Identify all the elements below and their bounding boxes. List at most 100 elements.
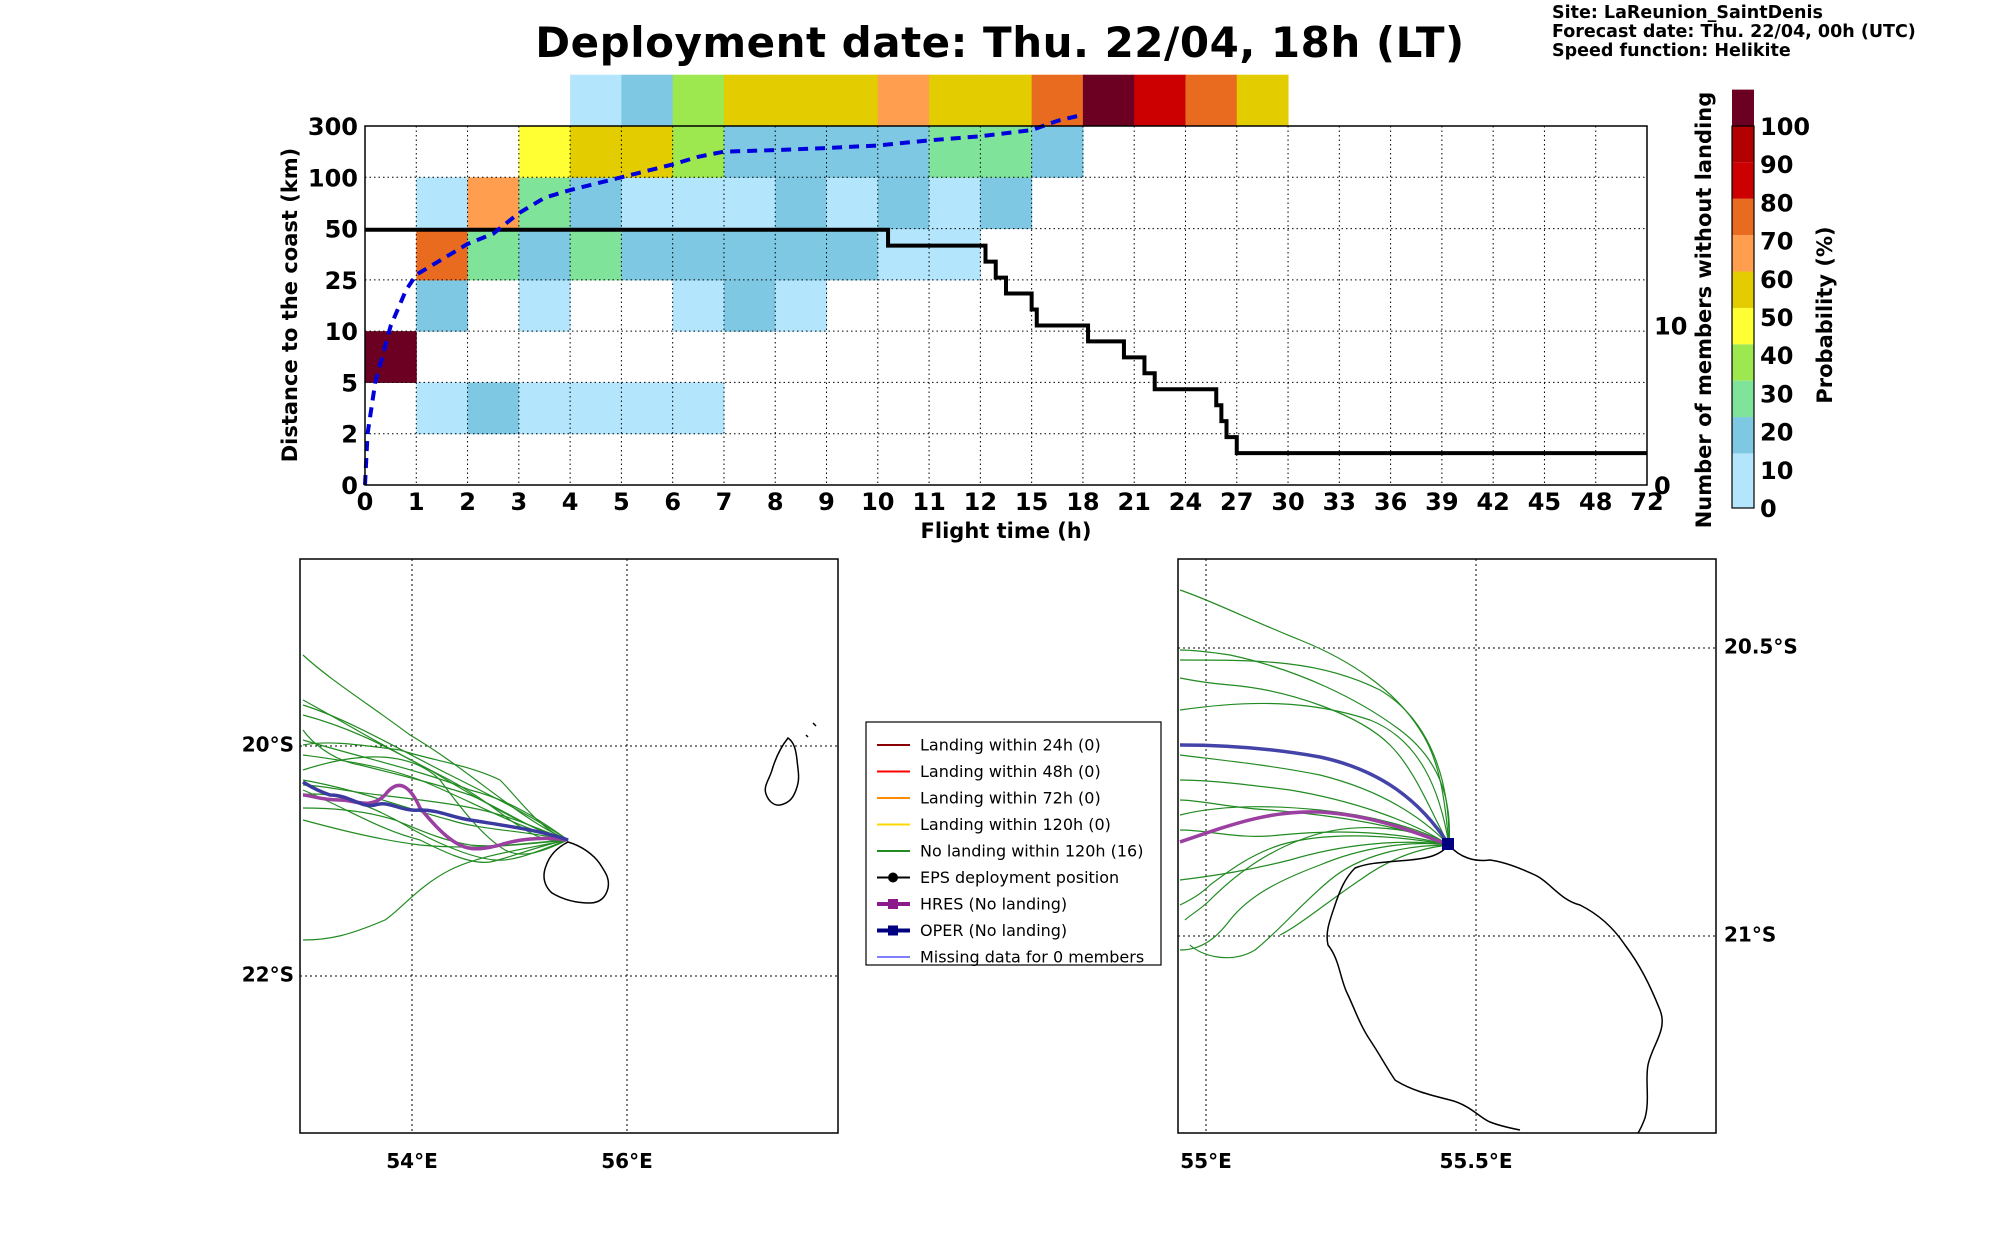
colorbar-tick-label: 30 — [1760, 380, 1793, 408]
legend-label: EPS deployment position — [920, 868, 1119, 887]
x-tick-label: 27 — [1220, 488, 1253, 516]
heatmap-cell — [621, 177, 674, 230]
heatmap-cell — [877, 74, 930, 127]
x-tick-label: 2 — [459, 488, 476, 516]
legend-label: Missing data for 0 members — [920, 948, 1144, 967]
legend-marker-square — [888, 925, 898, 936]
heatmap-cell — [621, 126, 674, 178]
y-tick-label: 10 — [325, 318, 358, 346]
colorbar-tick-label: 60 — [1760, 266, 1793, 294]
heatmap-cell — [467, 228, 520, 281]
colorbar-tick-label: 90 — [1760, 151, 1793, 179]
heatmap-cell — [775, 177, 828, 230]
heatmap-cell — [621, 228, 674, 281]
heatmap-cell — [570, 74, 622, 127]
map-left-lat-label: 22°S — [242, 963, 294, 987]
heatmap-cell — [723, 177, 776, 230]
heatmap-cell — [929, 228, 981, 281]
colorbar-segment — [1732, 380, 1754, 418]
colorbar-frame — [1731, 125, 1755, 509]
x-tick-label: 3 — [510, 488, 527, 516]
y2-tick-label: 0 — [1654, 472, 1671, 500]
x-tick-label: 36 — [1374, 488, 1407, 516]
heatmap-cell — [518, 228, 571, 281]
x-axis-label: Flight time (h) — [921, 519, 1092, 543]
legend-label: Landing within 24h (0) — [920, 736, 1101, 755]
heatmap-cell — [877, 177, 930, 230]
y-tick-label: 50 — [325, 216, 358, 244]
map-right-lat-label: 20.5°S — [1724, 635, 1798, 659]
legend: Landing within 24h (0) Landing within 48h… — [865, 721, 1162, 967]
x-tick-label: 39 — [1425, 488, 1458, 516]
colorbar-segment — [1732, 126, 1754, 163]
colorbar-segment — [1732, 417, 1754, 454]
map-left-frame — [299, 558, 839, 1134]
heatmap-cell — [1082, 74, 1135, 127]
heatmap-cell — [518, 177, 571, 230]
map-left-mauritius-coast — [764, 722, 817, 806]
x-tick-label: 9 — [818, 488, 835, 516]
map-right-hres-track — [1179, 810, 1450, 847]
map-right-reunion-coast — [1326, 844, 1663, 1134]
x-tick-label: 8 — [767, 488, 784, 516]
legend-label: Landing within 120h (0) — [920, 815, 1111, 834]
colorbar-tick-label: 10 — [1760, 457, 1793, 485]
map-right-lon-label: 55.5°E — [1439, 1149, 1512, 1173]
heatmap-cell — [723, 228, 776, 281]
map-right-lon-label: 55°E — [1180, 1149, 1232, 1173]
colorbar-segment — [1732, 198, 1754, 236]
heatmap-cell — [570, 126, 622, 178]
colorbar-tick-label: 50 — [1760, 304, 1793, 332]
heatmap-cell — [621, 74, 674, 127]
colorbar-segment — [1732, 235, 1754, 272]
heatmap-cell — [467, 382, 520, 435]
x-tick-label: 18 — [1066, 488, 1099, 516]
heatmap-cell — [570, 177, 622, 230]
x-tick-label: 72 — [1630, 488, 1663, 516]
heatmap-cell — [775, 279, 828, 332]
legend-marker-circle — [888, 872, 898, 883]
heatmap-cell — [723, 74, 776, 127]
cumulative-distance-line — [363, 112, 1084, 486]
heatmap-cell — [1236, 74, 1289, 127]
heatmap-cell — [775, 74, 828, 127]
heatmap-cell — [775, 126, 828, 178]
forecast-meta: Site: LaReunion_SaintDenis Forecast date… — [1552, 4, 1916, 61]
map-left-oper-track — [302, 780, 569, 842]
y-tick-label: 0 — [341, 472, 358, 500]
x-tick-label: 45 — [1528, 488, 1561, 516]
y-tick-label: 25 — [325, 267, 358, 295]
legend-label: HRES (No landing) — [920, 895, 1067, 914]
x-tick-label: 33 — [1323, 488, 1356, 516]
map-left-green-trajectories — [302, 654, 569, 941]
heatmap-cell — [929, 177, 981, 230]
legend-label: Landing within 72h (0) — [920, 789, 1101, 808]
grid-lines — [365, 126, 1647, 485]
heatmap-cell — [416, 177, 469, 230]
colorbar-tick-label: 100 — [1760, 113, 1810, 141]
heatmap-cell — [672, 382, 725, 435]
colorbar-segment — [1732, 89, 1754, 126]
heatmap-cell — [570, 382, 622, 435]
colorbar-tick-label: 40 — [1760, 342, 1793, 370]
heatmap-cell — [980, 177, 1033, 230]
heatmap-cell — [826, 228, 879, 281]
colorbar-tick-label: 70 — [1760, 228, 1793, 256]
heatmap-cell — [672, 74, 725, 127]
y2-tick-labels: 0 10 — [1654, 312, 1687, 500]
colorbar-segment — [1732, 162, 1754, 199]
x-tick-label: 4 — [562, 488, 579, 516]
heatmap-cell — [775, 228, 828, 281]
x-tick-label: 48 — [1579, 488, 1612, 516]
heatmap-cell — [826, 177, 879, 230]
heatmap-cell — [518, 126, 571, 178]
heatmap-cell — [621, 382, 674, 435]
heatmap-cell — [518, 279, 571, 332]
map-left-gridlines — [300, 559, 838, 1133]
y-tick-label: 2 — [341, 421, 358, 449]
heatmap-cell — [416, 382, 469, 435]
map-left-lat-label: 20°S — [242, 733, 294, 757]
x-tick-label: 42 — [1476, 488, 1509, 516]
series-lines — [363, 112, 1647, 486]
x-tick-label: 15 — [1015, 488, 1048, 516]
